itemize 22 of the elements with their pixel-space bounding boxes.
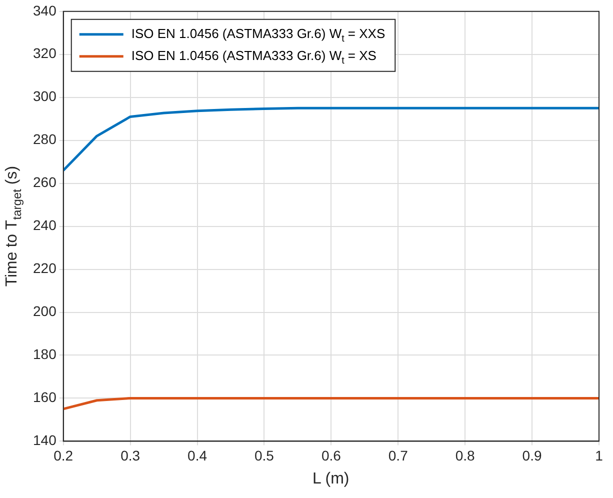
x-tick-label: 0.8 bbox=[455, 447, 476, 464]
x-tick-label: 0.6 bbox=[321, 447, 342, 464]
y-tick-label: 300 bbox=[33, 88, 57, 104]
x-tick-label: 0.7 bbox=[388, 447, 408, 464]
y-tick-label: 160 bbox=[33, 389, 57, 406]
y-tick-label: 320 bbox=[33, 45, 57, 62]
y-tick-label: 200 bbox=[33, 303, 57, 320]
y-tick-label: 340 bbox=[33, 2, 57, 18]
y-tick-label: 180 bbox=[33, 346, 57, 362]
x-tick-label: 1 bbox=[595, 447, 604, 464]
y-axis-title: Time to Ttarget (s) bbox=[3, 166, 24, 287]
x-tick-label: 0.5 bbox=[254, 447, 274, 464]
x-axis-title: L (m) bbox=[312, 470, 350, 488]
x-tick-label: 0.4 bbox=[188, 447, 208, 464]
x-tick-label: 0.9 bbox=[522, 447, 542, 464]
y-tick-label: 260 bbox=[33, 174, 57, 190]
y-tick-label: 280 bbox=[33, 131, 57, 148]
y-tick-label: 240 bbox=[33, 217, 57, 234]
x-tick-label: 0.3 bbox=[120, 447, 140, 464]
y-tick-label: 140 bbox=[33, 432, 57, 448]
y-tick-label: 220 bbox=[33, 260, 57, 276]
x-tick-label: 0.2 bbox=[54, 447, 74, 464]
